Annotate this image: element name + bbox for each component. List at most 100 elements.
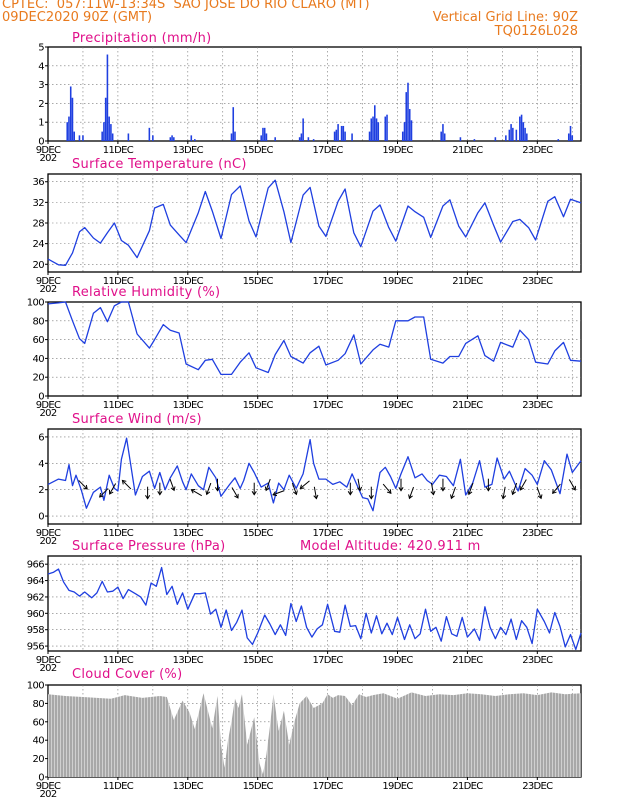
wind-arrow-shaft	[450, 486, 456, 499]
wind-arrow-head	[251, 491, 257, 496]
precipitation-xtick-label: 9DEC	[36, 145, 61, 156]
wind-arrow	[430, 482, 436, 496]
wind-arrow-shaft	[272, 490, 285, 496]
wind-ytick-label: 6	[38, 432, 44, 443]
temperature-xtick-label: 15DEC	[243, 276, 274, 287]
precip-bar	[66, 122, 69, 141]
wind-arrow	[121, 479, 132, 490]
pressure-ytick-label: 958	[27, 625, 45, 636]
wind-arrow-head	[157, 491, 163, 496]
wind-arrow	[485, 478, 491, 492]
wind-arrow-shaft	[206, 482, 212, 495]
temperature-xtick-label: 23DEC	[522, 276, 553, 287]
precipitation-xtick-label: 21DEC	[452, 145, 483, 156]
cloud-ytick-label: 60	[32, 717, 44, 728]
precip-bar	[459, 137, 462, 141]
wind-arrow-head	[170, 486, 176, 492]
precip-bar	[526, 133, 528, 141]
precipitation-xtick-label: 13DEC	[173, 145, 204, 156]
wind-arrow	[264, 478, 271, 492]
humidity-ytick-label: 40	[32, 354, 44, 365]
header-run-date: 09DEC2020 90Z (GMT)	[2, 10, 153, 25]
precip-bar	[234, 131, 236, 141]
wind-arrow-shaft	[430, 482, 434, 495]
wind-arrow	[501, 486, 507, 500]
humidity-year-stub: 202	[40, 408, 57, 419]
precip-bar	[510, 124, 512, 141]
wind-arrow-head	[83, 484, 88, 490]
cloud-ytick-label: 0	[38, 773, 44, 784]
pressure-xtick-label: 23DEC	[522, 655, 553, 666]
header-station: CPTEC: 057:11W-13:34S SAO JOSE DO RIO CL…	[2, 0, 370, 12]
humidity-ytick-label: 20	[32, 373, 44, 384]
precip-bar	[265, 133, 268, 141]
humidity-ytick-label: 80	[32, 316, 44, 327]
pressure-frame	[47, 555, 582, 652]
wind-arrow-head	[313, 494, 319, 500]
wind-ytick-label: 2	[38, 485, 44, 496]
precip-bar	[370, 118, 373, 141]
precip-bar	[169, 137, 172, 141]
precipitation-xtick-label: 15DEC	[243, 145, 274, 156]
precip-bar	[368, 131, 371, 141]
wind-arrow-shaft	[357, 478, 361, 491]
precip-bar	[569, 125, 572, 141]
temperature-ytick-label: 28	[32, 219, 44, 230]
wind-arrow	[169, 478, 176, 492]
wind-arrow-shaft	[382, 483, 392, 494]
precip-bar	[312, 139, 315, 141]
cloud-xtick-label: 15DEC	[243, 781, 274, 792]
precipitation-ytick-label: 0	[38, 137, 44, 148]
humidity-ytick-label: 60	[32, 335, 44, 346]
wind-arrow-head	[511, 490, 517, 496]
cloud-xtick-label: 11DEC	[103, 781, 134, 792]
precip-bar	[82, 135, 84, 141]
precip-bar	[344, 131, 346, 141]
precip-bar	[374, 105, 376, 141]
wind-arrow-shaft	[313, 486, 317, 499]
precip-bar	[108, 116, 110, 141]
wind-arrow-shaft	[265, 478, 271, 491]
precip-bar	[173, 137, 175, 141]
precip-bar	[190, 135, 193, 141]
wind-arrow-shaft	[122, 480, 132, 490]
precip-bar	[372, 116, 374, 141]
humidity-xtick-label: 13DEC	[173, 400, 204, 411]
cloud-cover-area	[48, 692, 581, 777]
precipitation-year-stub: 202	[40, 153, 57, 164]
header-run-code: TQ0126L028	[494, 24, 578, 39]
precip-bar	[171, 135, 173, 141]
temperature-xtick-label: 17DEC	[312, 276, 343, 287]
wind-arrow	[313, 486, 319, 500]
wind-arrow-head	[485, 487, 491, 492]
cloud-ytick-label: 100	[27, 681, 45, 692]
pressure-ytick-label: 956	[27, 642, 45, 653]
wind-arrow-head	[440, 487, 446, 492]
pressure-panel: 956 958 960 962 964 966 9DEC 11DEC 13DEC 15DEC 17D…	[27, 539, 582, 674]
cloud-ytick-label: 20	[32, 754, 44, 765]
wind-xtick-label: 13DEC	[173, 528, 204, 539]
precip-bar	[405, 92, 408, 141]
wind-arrow-shaft	[568, 479, 576, 491]
temperature-xtick-label: 19DEC	[382, 276, 413, 287]
temperature-xtick-label: 21DEC	[452, 276, 483, 287]
precip-bar	[300, 133, 303, 141]
precip-bar	[194, 139, 196, 141]
wind-arrow	[190, 489, 202, 497]
precip-bar	[375, 118, 378, 141]
wind-arrow	[536, 486, 543, 500]
precip-bar	[473, 139, 476, 141]
pressure-title: Surface Pressure (hPa)	[72, 539, 226, 554]
temperature-ytick-label: 20	[32, 260, 44, 271]
precip-bar	[403, 122, 406, 141]
humidity-xtick-label: 23DEC	[522, 400, 553, 411]
cloud-title: Cloud Cover (%)	[72, 667, 182, 682]
precipitation-ytick-label: 4	[38, 61, 44, 72]
wind-arrow-head	[408, 494, 413, 500]
precip-bar	[111, 133, 114, 141]
wind-arrow	[78, 480, 88, 490]
pressure-year-stub: 202	[40, 663, 57, 674]
wind-arrow	[398, 478, 404, 492]
cloud-xtick-label: 9DEC	[36, 781, 61, 792]
precip-bar	[524, 127, 526, 141]
